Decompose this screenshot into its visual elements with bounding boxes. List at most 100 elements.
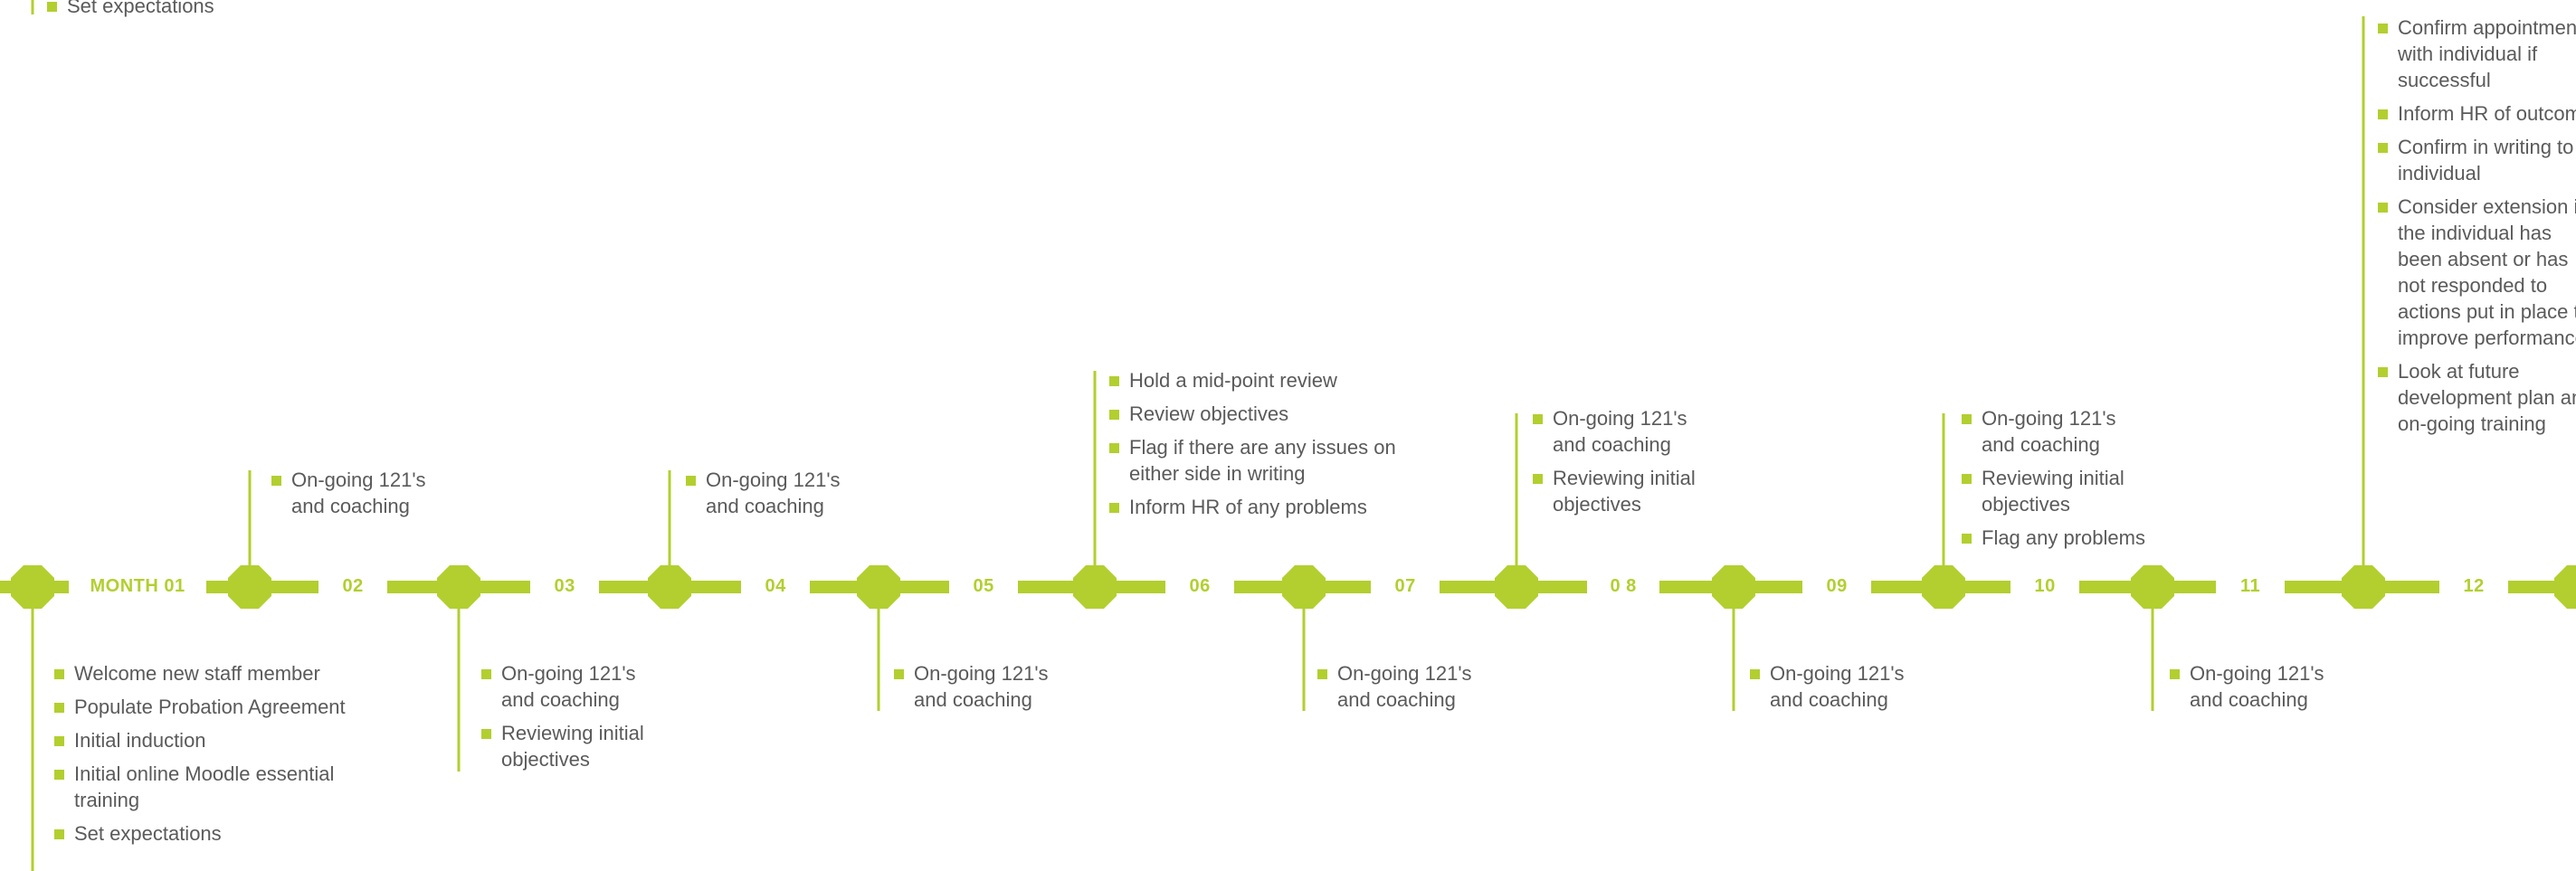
bullet-square-icon	[1109, 503, 1119, 513]
bullet-square-icon	[54, 770, 64, 780]
note-text: On-going 121's and coaching	[1982, 407, 2116, 456]
note-list: Hold a mid-point review Review objectives…	[1109, 367, 1435, 527]
bullet-square-icon	[1109, 376, 1119, 386]
bullet-square-icon	[54, 736, 64, 746]
note-item: Flag if there are any issues on either s…	[1109, 434, 1435, 487]
note-item: Welcome new staff member	[54, 660, 353, 686]
month-label: 12	[2463, 576, 2485, 596]
month-label: 07	[1394, 576, 1416, 596]
milestone-node	[1922, 565, 1965, 609]
note-item: Hold a mid-point review	[1109, 367, 1435, 393]
note-item: Look at future development plan and on-g…	[2378, 358, 2576, 437]
bullet-square-icon	[1109, 443, 1119, 453]
bullet-square-icon	[54, 669, 64, 679]
bullet-square-icon	[54, 829, 64, 839]
note-text: Reviewing initial objectives	[1553, 467, 1696, 516]
bullet-square-icon	[54, 703, 64, 713]
month-label: 09	[1826, 576, 1848, 596]
milestone-node	[2554, 565, 2576, 609]
note-item: Confirm in writing to individual	[2378, 134, 2576, 186]
note-item: Confirm appointment with individual if s…	[2378, 14, 2576, 93]
note-list: On-going 121's and coaching	[2170, 660, 2360, 720]
note-text: Look at future development plan and on-g…	[2398, 360, 2576, 435]
bullet-square-icon	[1533, 474, 1543, 484]
note-text: On-going 121's and coaching	[706, 469, 841, 517]
bullet-square-icon	[2378, 109, 2388, 119]
note-text: On-going 121's and coaching	[1337, 662, 1472, 711]
bullet-square-icon	[1962, 414, 1972, 424]
bullet-square-icon	[894, 669, 904, 679]
note-item: Review objectives	[1109, 401, 1435, 427]
milestone-node	[1495, 565, 1538, 609]
bullet-square-icon	[1962, 474, 1972, 484]
bullet-square-icon	[2170, 669, 2180, 679]
note-item: Set expectations	[47, 0, 318, 19]
note-item: On-going 121's and coaching	[1750, 660, 1940, 713]
note-item: Populate Probation Agreement	[54, 694, 353, 720]
note-item: On-going 121's and coaching	[271, 467, 461, 519]
note-list: Set expectations	[47, 0, 318, 26]
note-text: Confirm appointment with individual if s…	[2398, 16, 2576, 91]
bullet-square-icon	[2378, 367, 2388, 377]
note-item: On-going 121's and coaching	[481, 660, 671, 713]
milestone-node	[857, 565, 900, 609]
note-text: Reviewing initial objectives	[1982, 467, 2124, 516]
bullet-square-icon	[2378, 24, 2388, 33]
month-label: 02	[342, 576, 364, 596]
note-text: Initial induction	[74, 729, 206, 752]
note-item: Reviewing initial objectives	[481, 720, 671, 772]
note-item: Flag any problems	[1962, 525, 2152, 551]
note-list: Welcome new staff member Populate Probati…	[54, 660, 353, 854]
note-text: Inform HR of any problems	[1129, 496, 1367, 518]
note-item: On-going 121's and coaching	[686, 467, 876, 519]
note-item: Initial online Moodle essential training	[54, 761, 353, 813]
month-label: 11	[2240, 576, 2261, 596]
milestone-node	[2342, 565, 2385, 609]
bullet-square-icon	[47, 2, 57, 12]
note-item: Initial induction	[54, 727, 353, 753]
bullet-square-icon	[271, 476, 281, 486]
note-text: Inform HR of outcome	[2398, 102, 2576, 125]
note-item: On-going 121's and coaching	[1533, 405, 1723, 458]
month-label: 03	[554, 576, 575, 596]
note-list: Confirm appointment with individual if s…	[2378, 14, 2576, 444]
note-item: Inform HR of any problems	[1109, 494, 1435, 520]
month-label: 06	[1189, 576, 1211, 596]
note-text: On-going 121's and coaching	[1553, 407, 1687, 456]
bullet-square-icon	[481, 729, 491, 739]
note-item: On-going 121's and coaching	[1317, 660, 1507, 713]
note-text: Reviewing initial objectives	[501, 722, 644, 771]
note-text: On-going 121's and coaching	[291, 469, 426, 517]
note-text: Set expectations	[67, 0, 214, 17]
bullet-square-icon	[1962, 534, 1972, 544]
note-item: On-going 121's and coaching	[894, 660, 1084, 713]
month-label: 05	[973, 576, 994, 596]
note-list: On-going 121's and coaching	[271, 467, 461, 526]
month-label: MONTH 01	[90, 576, 185, 596]
note-text: On-going 121's and coaching	[914, 662, 1049, 711]
note-item: On-going 121's and coaching	[2170, 660, 2360, 713]
bullet-square-icon	[481, 669, 491, 679]
note-text: On-going 121's and coaching	[1770, 662, 1905, 711]
note-text: Populate Probation Agreement	[74, 696, 346, 718]
note-text: Review objectives	[1129, 402, 1289, 425]
note-text: Initial online Moodle essential training	[74, 762, 335, 811]
note-text: Hold a mid-point review	[1129, 369, 1337, 392]
note-list: On-going 121's and coaching Reviewing ini…	[1533, 405, 1723, 525]
note-item: Reviewing initial objectives	[1533, 465, 1723, 517]
note-text: Flag any problems	[1982, 526, 2145, 549]
month-label: 10	[2034, 576, 2056, 596]
milestone-node	[228, 565, 271, 609]
bullet-square-icon	[1750, 669, 1760, 679]
bullet-square-icon	[2378, 203, 2388, 213]
note-list: On-going 121's and coaching Reviewing ini…	[1962, 405, 2152, 558]
milestone-node	[648, 565, 691, 609]
milestone-node	[1282, 565, 1326, 609]
bullet-square-icon	[1109, 410, 1119, 420]
note-text: Consider extension if the individual has…	[2398, 195, 2576, 349]
bullet-square-icon	[1533, 414, 1543, 424]
note-text: Set expectations	[74, 822, 222, 845]
milestone-node	[1712, 565, 1755, 609]
